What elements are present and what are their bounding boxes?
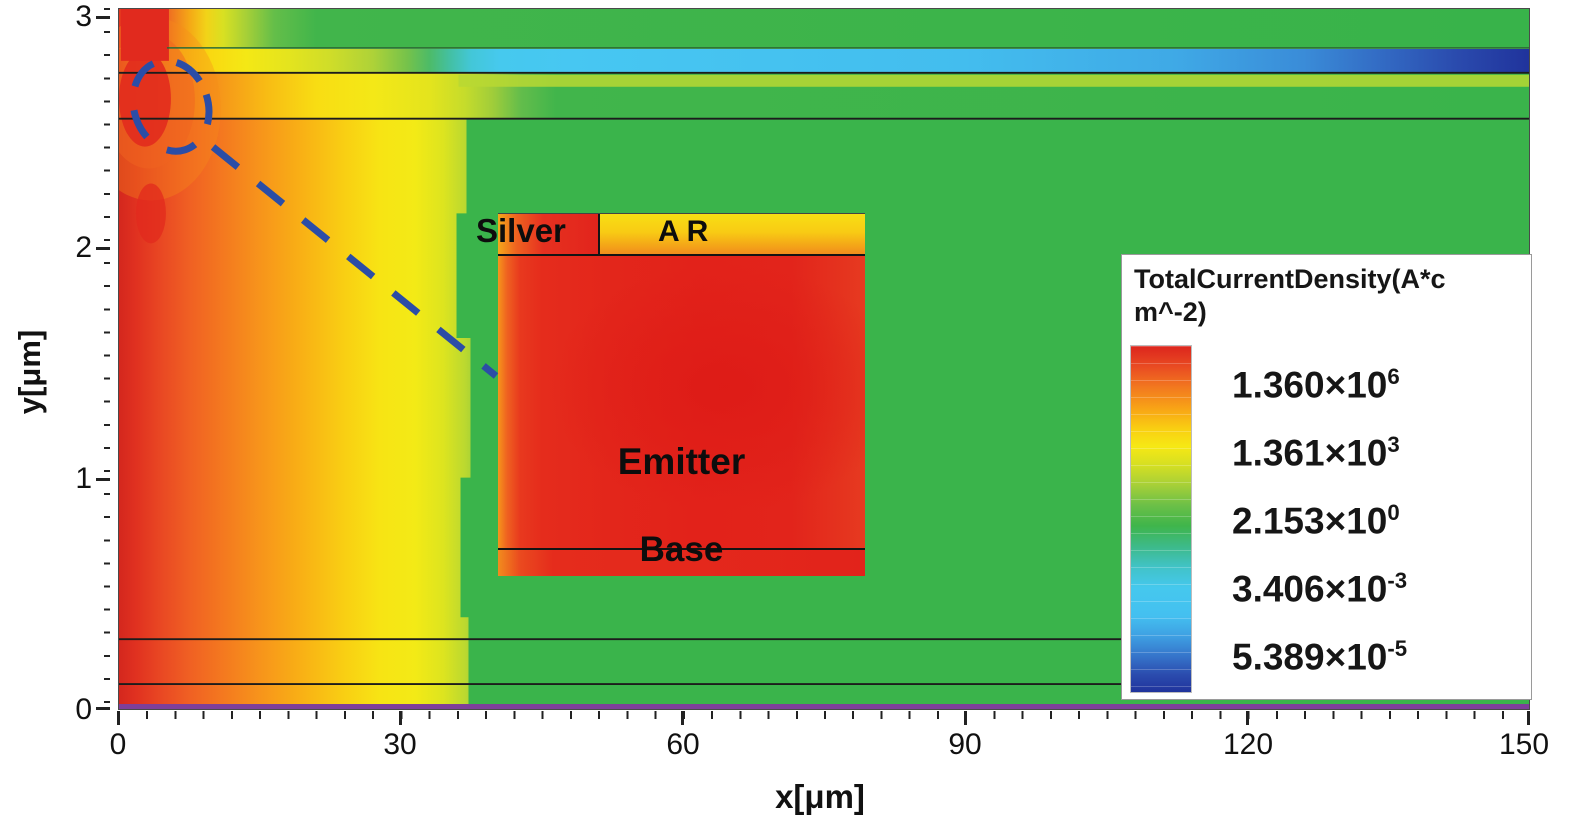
emitter-thin-stripe bbox=[458, 74, 1529, 87]
inset-emitter-region bbox=[498, 256, 865, 548]
zoom-inset: Silver AR Emitter Base bbox=[476, 212, 865, 576]
legend-entry: 1.361×103 bbox=[1232, 411, 1407, 479]
y-tick-label: 2 bbox=[75, 231, 92, 264]
x-tick-label: 120 bbox=[1222, 728, 1274, 761]
legend-entries: 1.360×106 1.361×103 2.153×100 3.406×10-3… bbox=[1232, 343, 1407, 683]
legend-value: 3.406×10 bbox=[1232, 568, 1388, 610]
legend-title-line1: TotalCurrentDensity(A*c bbox=[1134, 264, 1446, 294]
x-tick-label: 0 bbox=[109, 728, 127, 761]
legend-entry: 3.406×10-3 bbox=[1232, 547, 1407, 615]
y-axis-major-tick bbox=[96, 707, 110, 710]
legend-exponent: -5 bbox=[1387, 636, 1408, 661]
legend-title-line2: m^-2) bbox=[1134, 297, 1207, 327]
inset-base-top-line bbox=[498, 548, 865, 550]
legend-entry: 5.389×10-5 bbox=[1232, 615, 1407, 683]
x-tick-label: 90 bbox=[948, 728, 982, 761]
silver-finger bbox=[120, 9, 169, 61]
x-axis-major-tick bbox=[964, 711, 967, 725]
colorbar-gradient bbox=[1130, 345, 1192, 693]
x-axis-major-tick bbox=[1527, 711, 1530, 725]
y-axis-major-tick bbox=[96, 16, 110, 19]
emitter-label: Emitter bbox=[617, 441, 746, 482]
x-axis-major-tick bbox=[681, 711, 684, 725]
back-contact-line bbox=[119, 704, 1529, 709]
legend-value: 1.360×10 bbox=[1232, 364, 1388, 406]
inset-emitter-top-line bbox=[498, 254, 865, 256]
legend-entry: 2.153×100 bbox=[1232, 479, 1407, 547]
y-tick-label: 1 bbox=[75, 462, 92, 495]
y-axis-title: y[μm] bbox=[12, 329, 47, 415]
x-axis-major-tick bbox=[1246, 711, 1249, 725]
x-axis-title: x[μm] bbox=[775, 778, 865, 815]
inset-ar-region bbox=[600, 214, 865, 254]
legend-exponent: -3 bbox=[1387, 568, 1408, 593]
legend-entry: 1.360×106 bbox=[1232, 343, 1407, 411]
inset-top-band bbox=[498, 213, 865, 256]
y-axis-major-tick bbox=[96, 247, 110, 250]
y-tick-label: 0 bbox=[75, 693, 92, 726]
y-axis-minor-ticks bbox=[104, 8, 110, 710]
inset-base-region bbox=[498, 550, 865, 576]
contact-red-core bbox=[119, 50, 171, 147]
x-axis-major-tick bbox=[399, 711, 402, 725]
y-tick-label: 3 bbox=[75, 0, 92, 33]
base-label: Base bbox=[639, 530, 724, 569]
ar-label: AR bbox=[658, 215, 716, 248]
legend-value: 2.153×10 bbox=[1232, 500, 1388, 542]
legend-title: TotalCurrentDensity(A*c m^-2) bbox=[1134, 263, 1446, 329]
x-tick-label: 30 bbox=[383, 728, 417, 761]
x-tick-label: 60 bbox=[666, 728, 700, 761]
x-tick-label: 150 bbox=[1498, 728, 1550, 761]
inset-silver-region bbox=[498, 214, 598, 254]
x-axis-minor-ticks bbox=[118, 711, 1530, 719]
silver-ar-divider-line bbox=[598, 214, 600, 256]
y-axis-major-tick bbox=[96, 478, 110, 481]
legend-exponent: 6 bbox=[1387, 364, 1400, 389]
colorbar-legend: TotalCurrentDensity(A*c m^-2) 1.360×106 … bbox=[1121, 254, 1532, 700]
legend-exponent: 0 bbox=[1387, 500, 1400, 525]
x-axis-major-tick bbox=[117, 711, 120, 725]
red-hotspot bbox=[135, 183, 166, 244]
ar-coating-band bbox=[119, 48, 1529, 73]
top-strip bbox=[119, 9, 1529, 49]
silver-label: Silver bbox=[476, 212, 566, 249]
legend-value: 5.389×10 bbox=[1232, 636, 1388, 678]
legend-exponent: 3 bbox=[1387, 432, 1400, 457]
legend-value: 1.361×10 bbox=[1232, 432, 1388, 474]
